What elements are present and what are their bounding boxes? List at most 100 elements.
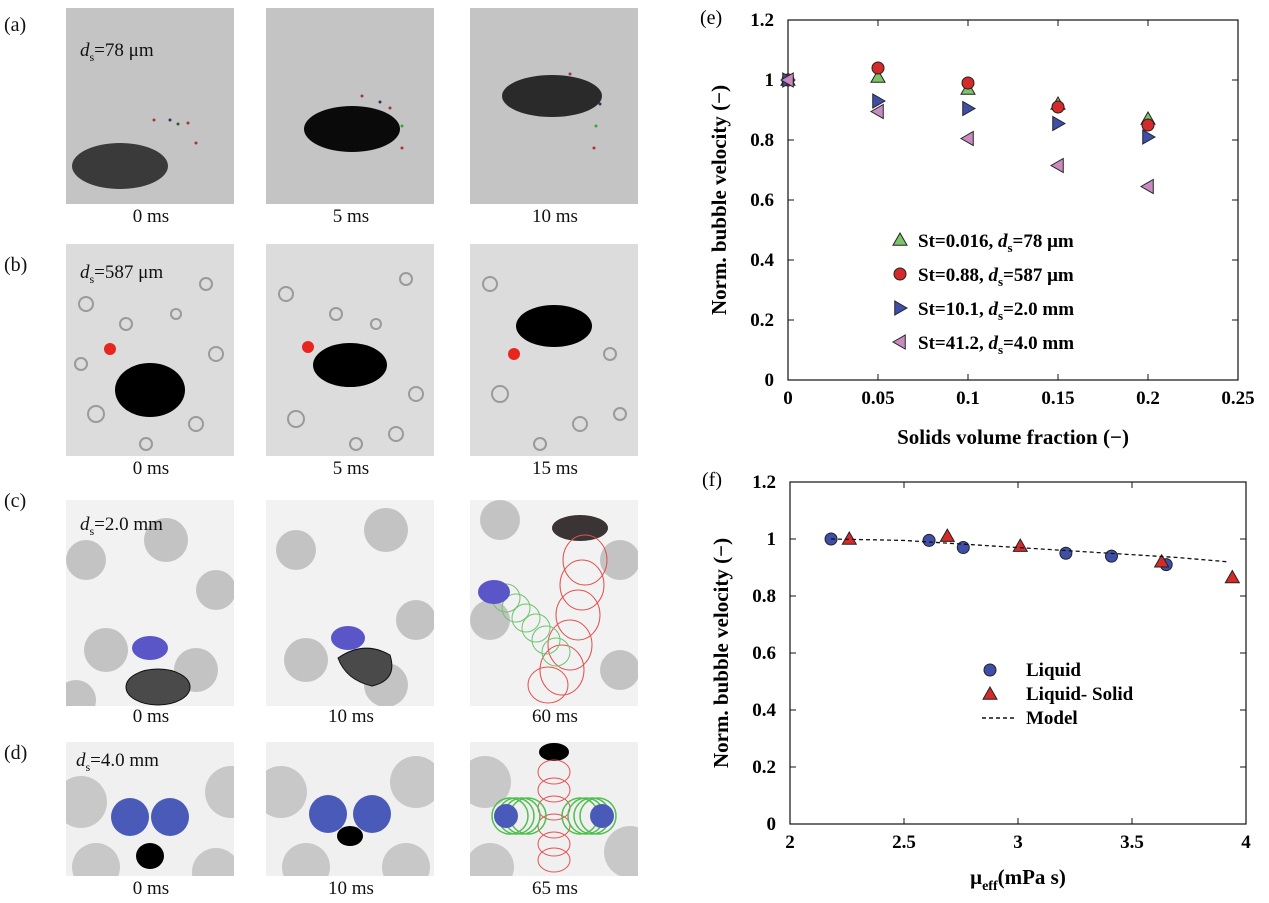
frame-a-1: [266, 8, 434, 204]
x-tick-label: 0: [783, 388, 793, 409]
bubble: [136, 843, 164, 869]
frame-b-1: [266, 244, 434, 456]
legend-label: Liquid- Solid: [1026, 684, 1134, 705]
series-3: [779, 72, 1154, 195]
y-axis-label: Norm. bubble velocity (−): [707, 85, 731, 315]
legend-marker: [982, 685, 998, 700]
bubble: [125, 668, 191, 706]
data-point: [922, 533, 936, 547]
legend-marker: [891, 334, 906, 350]
time-c-2: 60 ms: [532, 706, 578, 727]
legend-marker: [892, 231, 908, 246]
time-d-2: 65 ms: [532, 878, 578, 899]
time-d-1: 10 ms: [328, 878, 374, 899]
time-b-0: 0 ms: [132, 458, 170, 479]
series-2: [831, 538, 1228, 563]
bubble-image-d-0: [66, 742, 234, 876]
plot-frame: [789, 481, 1247, 825]
bubble: [304, 106, 400, 152]
bubble-image-b-2: [470, 244, 638, 456]
chart-e: (e) 0 0.05 0.1 0.15 0.2 0.25 0 0.2 0.4 0.6 0.8 1 1.2 N…: [700, 7, 1255, 449]
bubble: [115, 363, 185, 417]
x-tick-label: 0.15: [1041, 388, 1074, 409]
x-tick-label: 0.05: [861, 388, 894, 409]
time-c-0: 0 ms: [132, 706, 170, 727]
time-a-1: 5 ms: [332, 206, 370, 227]
y-tick-label: 0.2: [752, 757, 776, 778]
x-tick-label: 0.1: [956, 388, 980, 409]
time-b-2: 15 ms: [532, 458, 578, 479]
data-point: [939, 528, 956, 542]
frame-d-2: [470, 742, 638, 876]
chart-f: (f) 2 2.5 3 3.5 4 0 0.2 0.4 0.6 0.8 1 1.2 Norm. bubbl…: [702, 469, 1251, 894]
legend-marker: [983, 663, 997, 677]
plot-frame: [787, 19, 1239, 381]
panel-letter: (f): [702, 469, 722, 491]
frame-b-2: [470, 244, 638, 456]
data-point: [871, 61, 885, 75]
data-point: [870, 68, 886, 83]
data-point: [1142, 129, 1157, 145]
bubble-image-d-2: [470, 742, 638, 876]
bubble: [502, 75, 602, 117]
frame-c-2: [470, 500, 638, 706]
bubble-image-a-0: [66, 8, 234, 204]
panel-letter-c: (c): [4, 490, 27, 512]
series-1: [841, 528, 1241, 584]
size-label-d: ds=4.0 mm: [76, 750, 159, 774]
data-point: [1153, 553, 1170, 568]
bubble: [337, 647, 393, 687]
data-point: [1012, 538, 1029, 552]
bubble-image-c-0: [66, 500, 234, 706]
data-point: [1104, 549, 1118, 563]
bubble: [337, 826, 363, 846]
legend-label: St=0.88, ds=587 μm: [918, 265, 1074, 289]
time-c-1: 10 ms: [328, 706, 374, 727]
time-b-1: 5 ms: [332, 458, 370, 479]
x-axis-label: μeff(mPa s): [970, 865, 1066, 894]
y-tick-label: 1.2: [752, 472, 776, 493]
frame-c-1: [266, 500, 434, 706]
x-tick-label: 2.5: [892, 832, 916, 853]
bubble: [72, 143, 168, 189]
legend-label: St=41.2, ds=4.0 mm: [918, 333, 1074, 357]
frame-d-0: [66, 742, 234, 876]
frame-a-0: [66, 8, 234, 204]
time-a-2: 10 ms: [532, 206, 578, 227]
x-tick-label: 0.25: [1221, 388, 1254, 409]
x-tick-label: 2: [785, 832, 795, 853]
x-tick-label: 3: [1013, 832, 1023, 853]
x-axis-label: Solids volume fraction (−): [897, 425, 1129, 449]
data-point: [841, 530, 858, 545]
y-tick-label: 1: [765, 70, 775, 91]
y-axis-label: Norm. bubble velocity (−): [709, 538, 733, 768]
frame-c-0: [66, 500, 234, 706]
bubble-image-c-2: [470, 500, 638, 706]
bubble-image-a-1: [266, 8, 434, 204]
data-point: [824, 532, 838, 546]
data-point: [962, 100, 977, 117]
bubble: [313, 343, 387, 387]
data-point: [1141, 118, 1155, 132]
y-tick-label: 1: [767, 529, 777, 550]
frame-b-0: [66, 244, 234, 456]
y-tick-label: 0.6: [750, 190, 774, 211]
y-tick-label: 0.8: [752, 586, 776, 607]
series-0: [824, 532, 1173, 572]
legend-label: St=0.016, ds=78 μm: [918, 231, 1074, 255]
x-tick-label: 0.2: [1136, 388, 1160, 409]
y-tick-label: 0: [767, 814, 777, 835]
data-point: [1052, 115, 1067, 132]
data-point: [1139, 178, 1154, 195]
size-label-a: ds=78 μm: [80, 40, 154, 64]
y-tick-label: 0.2: [750, 310, 774, 331]
data-point: [1049, 157, 1064, 174]
legend-marker: [894, 300, 909, 316]
size-label-b: ds=587 μm: [80, 262, 164, 286]
data-point: [961, 76, 975, 90]
y-tick-label: 0.8: [750, 130, 774, 151]
y-tick-label: 0: [765, 370, 775, 391]
data-point: [1051, 100, 1065, 114]
legend-marker: [893, 267, 907, 281]
bubble-image-d-1: [266, 742, 434, 876]
